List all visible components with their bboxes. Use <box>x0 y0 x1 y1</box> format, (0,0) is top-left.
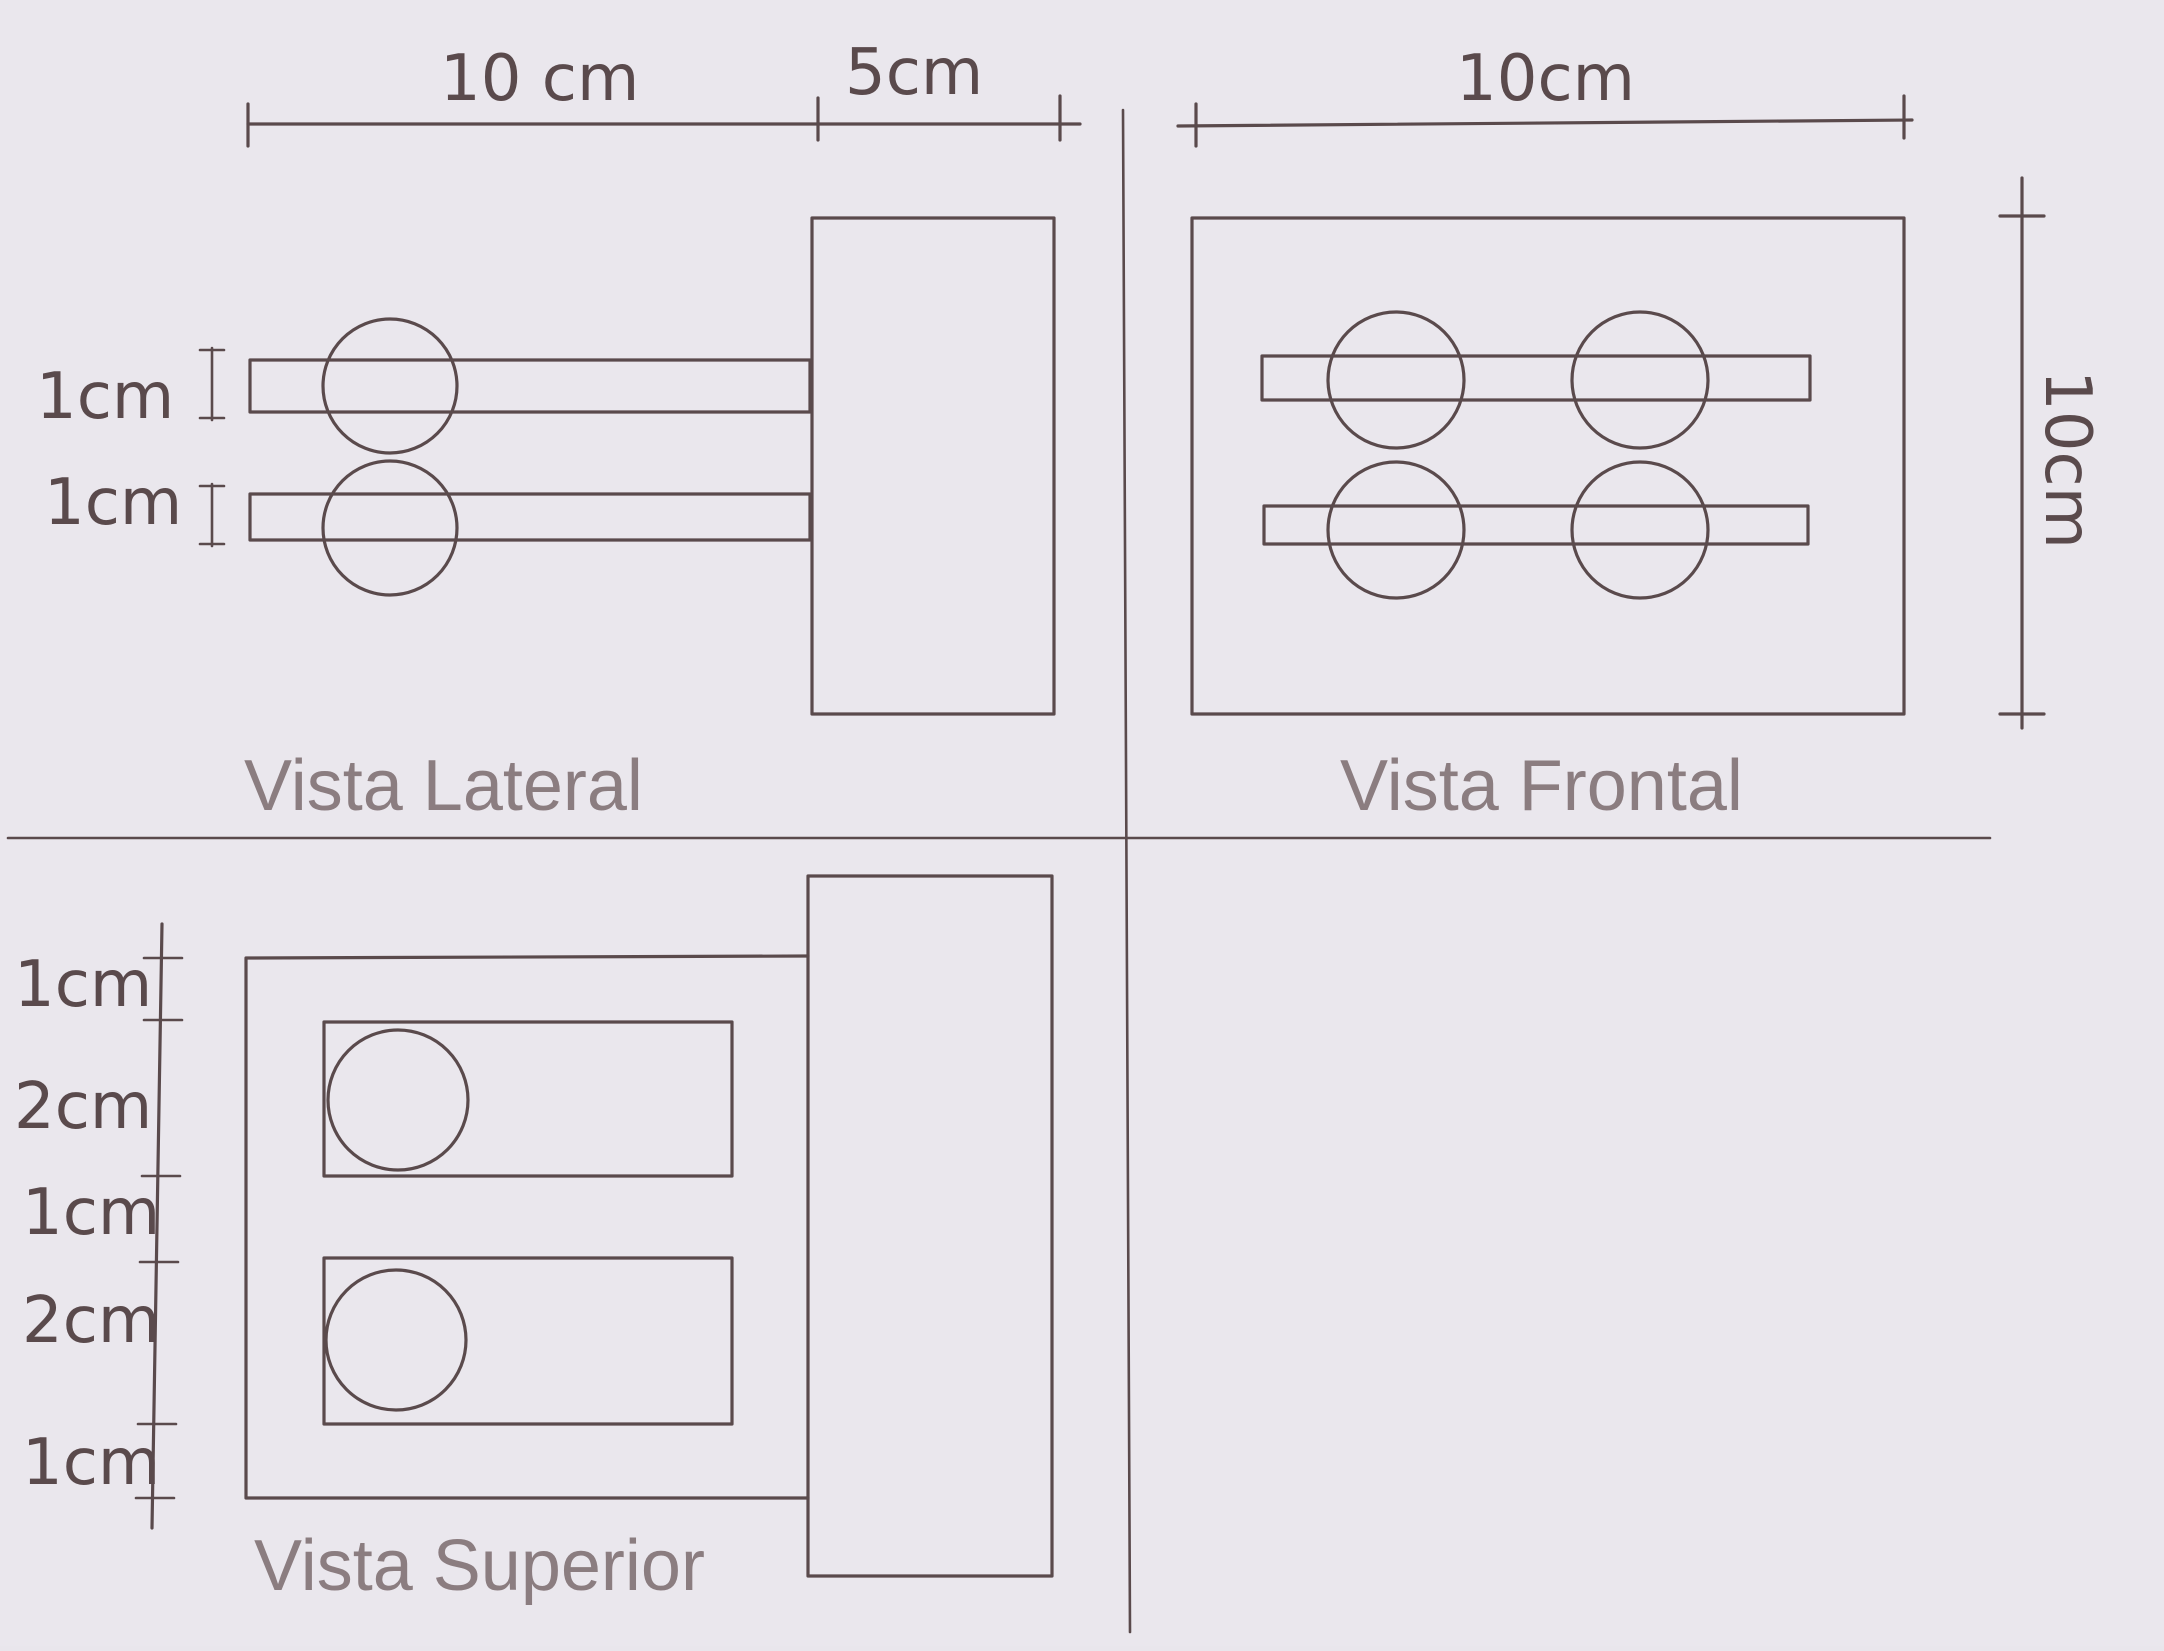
lateral-dim-5cm: 5cm <box>845 36 983 110</box>
frontal-circle <box>1570 460 1710 600</box>
frontal-bar <box>1260 354 1812 402</box>
vertical-divider <box>1121 108 1132 1634</box>
superior-dim-1cm-a: 1cm <box>14 948 152 1022</box>
superior-slot <box>322 1256 734 1426</box>
superior-circle <box>324 1268 468 1412</box>
lateral-view: 10 cm 5cm 1cm 1cm Vista Lateral <box>36 36 1082 826</box>
frontal-dim-right: 10cm <box>2030 370 2104 549</box>
lateral-circle <box>321 317 459 455</box>
superior-dim-2cm-b: 2cm <box>22 1284 160 1358</box>
lateral-dim-1cm-bottom: 1cm <box>44 466 182 540</box>
superior-view-title: Vista Superior <box>254 1526 705 1606</box>
frontal-bar <box>1262 504 1810 546</box>
superior-block <box>806 874 1054 1578</box>
frontal-top-dimension-line <box>1176 118 1914 128</box>
lateral-dim-10cm: 10 cm <box>440 42 639 116</box>
superior-circle <box>326 1028 470 1172</box>
frontal-circle <box>1570 310 1710 450</box>
superior-slot <box>322 1020 734 1178</box>
frontal-circle <box>1326 310 1466 450</box>
superior-dim-1cm-b: 1cm <box>22 1176 160 1250</box>
superior-view: 1cm 2cm 1cm 2cm 1cm Vista Superior <box>14 874 1054 1606</box>
superior-dim-2cm-a: 2cm <box>14 1070 152 1144</box>
lateral-dim-1cm-top: 1cm <box>36 360 174 434</box>
frontal-dim-top: 10cm <box>1456 42 1635 116</box>
frontal-circle <box>1326 460 1466 600</box>
frontal-plate <box>1190 216 1906 716</box>
frontal-view-title: Vista Frontal <box>1340 746 1743 826</box>
superior-plate <box>244 954 810 1500</box>
superior-dim-1cm-c: 1cm <box>22 1426 160 1500</box>
lateral-view-title: Vista Lateral <box>244 746 643 826</box>
lateral-block <box>810 216 1056 716</box>
frontal-view: 10cm 10cm Vista Frontal <box>1176 42 2104 826</box>
lateral-bar <box>248 492 812 542</box>
lateral-bar <box>248 358 812 414</box>
superior-dimension-line <box>150 922 164 1530</box>
lateral-circle <box>321 459 459 597</box>
